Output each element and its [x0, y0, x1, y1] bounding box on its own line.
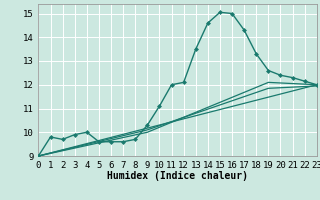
X-axis label: Humidex (Indice chaleur): Humidex (Indice chaleur): [107, 171, 248, 181]
